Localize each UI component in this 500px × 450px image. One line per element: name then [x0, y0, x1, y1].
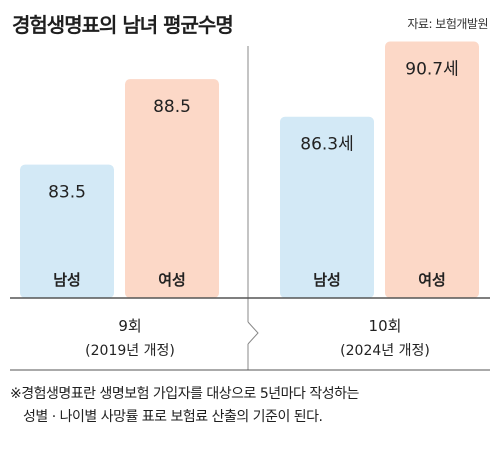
group-label-2: 10회 [369, 317, 402, 335]
group-label-1: 9회 [118, 317, 141, 335]
bar-male-2 [280, 116, 374, 299]
value-label-male-2: 86.3세 [300, 135, 354, 155]
divider-chevron [247, 321, 259, 345]
group-year-2: (2024년 개정) [340, 343, 430, 359]
series-label-female-1: 여성 [158, 271, 186, 289]
value-label-female-1: 88.5 [153, 97, 191, 117]
footnote: ※경험생명표란 생명보험 가입자를 대상으로 5년마다 작성하는 성별 · 나이… [10, 383, 490, 429]
source-note: 자료: 보험개발원 [407, 17, 488, 31]
value-label-male-1: 83.5 [48, 183, 86, 203]
footnote-line-1: ※경험생명표란 생명보험 가입자를 대상으로 5년마다 작성하는 [10, 386, 359, 402]
series-label-male-2: 남성 [313, 271, 341, 289]
bar-female-2 [385, 41, 479, 298]
series-label-female-2: 여성 [418, 271, 446, 289]
bar-female-1 [125, 79, 219, 299]
series-label-male-1: 남성 [53, 271, 81, 289]
value-label-female-2: 90.7세 [405, 60, 459, 80]
footnote-line-2: 성별 · 나이별 사망률 표로 보험료 산출의 기준이 된다. [23, 409, 323, 425]
group-year-1: (2019년 개정) [85, 343, 175, 359]
bar-male-1 [20, 164, 114, 298]
chart-title: 경험생명표의 남녀 평균수명 [12, 13, 234, 37]
